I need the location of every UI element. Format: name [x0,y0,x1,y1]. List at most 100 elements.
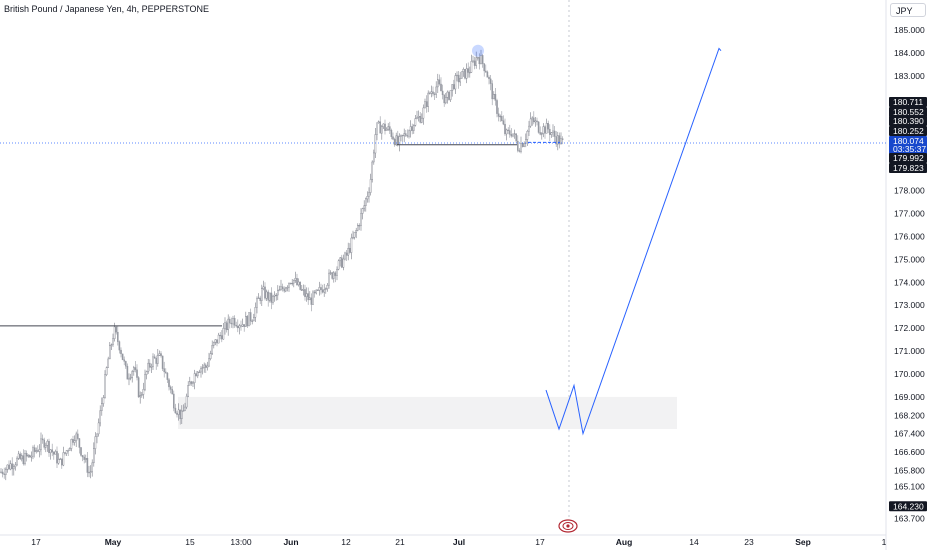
candle-body [395,135,398,146]
candle-body [462,69,465,72]
candle-body [318,287,321,291]
candle-body [257,297,260,299]
candle-body [41,438,44,441]
candle-body [240,325,242,327]
candle-body [389,126,391,131]
candle-body [94,436,97,449]
candle-body [27,454,30,457]
candle-body [196,371,199,377]
candle-body [467,68,470,73]
candle-body [56,451,58,464]
candle-body [200,368,202,373]
candle-body [320,287,322,291]
candle-body [553,130,556,137]
time-axis-label: 13:00 [230,537,252,547]
candle-body [37,450,39,452]
demand-zone-rect[interactable] [178,396,677,430]
candle-body [49,449,52,454]
candle-body [345,252,348,256]
candle-body [472,60,474,62]
candle-body [248,312,250,327]
candle-body [537,121,540,133]
candle-body [331,272,334,279]
target-icon[interactable] [558,519,578,533]
candle-body [352,236,354,239]
candle-body [176,412,178,415]
candle-body [379,121,382,134]
candle-body [483,63,486,72]
candle-body [293,279,295,284]
candle-body [97,422,100,435]
candle-body [427,92,430,107]
candle-body [355,230,358,233]
candle-body [166,372,169,380]
candle-body [421,117,423,123]
candle-body [373,152,375,163]
candle-body [78,438,81,448]
candle-body [525,139,527,144]
candle-body [333,272,335,279]
candle-body [541,133,543,135]
candle-body [262,286,265,289]
candle-body [235,325,238,327]
price-label-box [889,126,927,136]
time-axis-label: 17 [535,537,545,547]
candle-body [115,326,117,333]
top-highlight-marker[interactable] [472,44,484,57]
candle-body [57,459,60,464]
candle-body [469,72,471,74]
candle-body [299,281,302,290]
candle-body [137,377,140,398]
candle-body [385,128,388,131]
candle-body [347,247,350,256]
candle-body [429,92,431,95]
candle-body [102,397,105,404]
candle-body [533,117,535,123]
price-axis-tick-label: 171.000 [894,346,925,356]
candle-body [291,282,294,285]
candle-body [371,161,374,180]
candle-body [21,455,23,460]
currency-selector[interactable]: JPY [890,3,926,17]
price-axis-tick-label: 163.700 [894,513,925,523]
candle-body [517,140,519,151]
candle-body [182,410,185,412]
candle-body [501,115,503,121]
candle-body [225,322,228,331]
candle-body [374,134,377,154]
candle-body [99,410,101,424]
candle-body [310,297,313,305]
candle-body [12,466,15,470]
candle-body [486,71,489,78]
candle-body [129,377,132,379]
candle-body [461,71,463,79]
candle-body [264,286,266,299]
candle-body [203,364,206,368]
candle-body [45,445,47,448]
candle-body [344,252,346,260]
candle-body [184,406,186,411]
time-axis-label: 1 [882,537,887,547]
candle-body [422,107,425,119]
candle-body [252,317,255,322]
candle-body [457,74,460,83]
candle-body [261,288,263,301]
candle-body [1,471,4,475]
candle-body [142,389,145,395]
candle-body [246,316,249,327]
price-label-text: 180.552 [893,107,924,117]
price-axis-tick-label: 168.200 [894,410,925,420]
candle-body [408,130,410,137]
candle-body [81,455,84,458]
candle-body [11,463,14,470]
candle-body [64,452,66,454]
candle-body [92,448,95,464]
candle-body [339,257,342,262]
candle-body [277,290,279,296]
candle-body [334,272,337,276]
candle-body [160,353,162,357]
projection-path[interactable] [545,47,722,436]
candle-body [118,341,121,351]
candle-body [441,90,444,96]
